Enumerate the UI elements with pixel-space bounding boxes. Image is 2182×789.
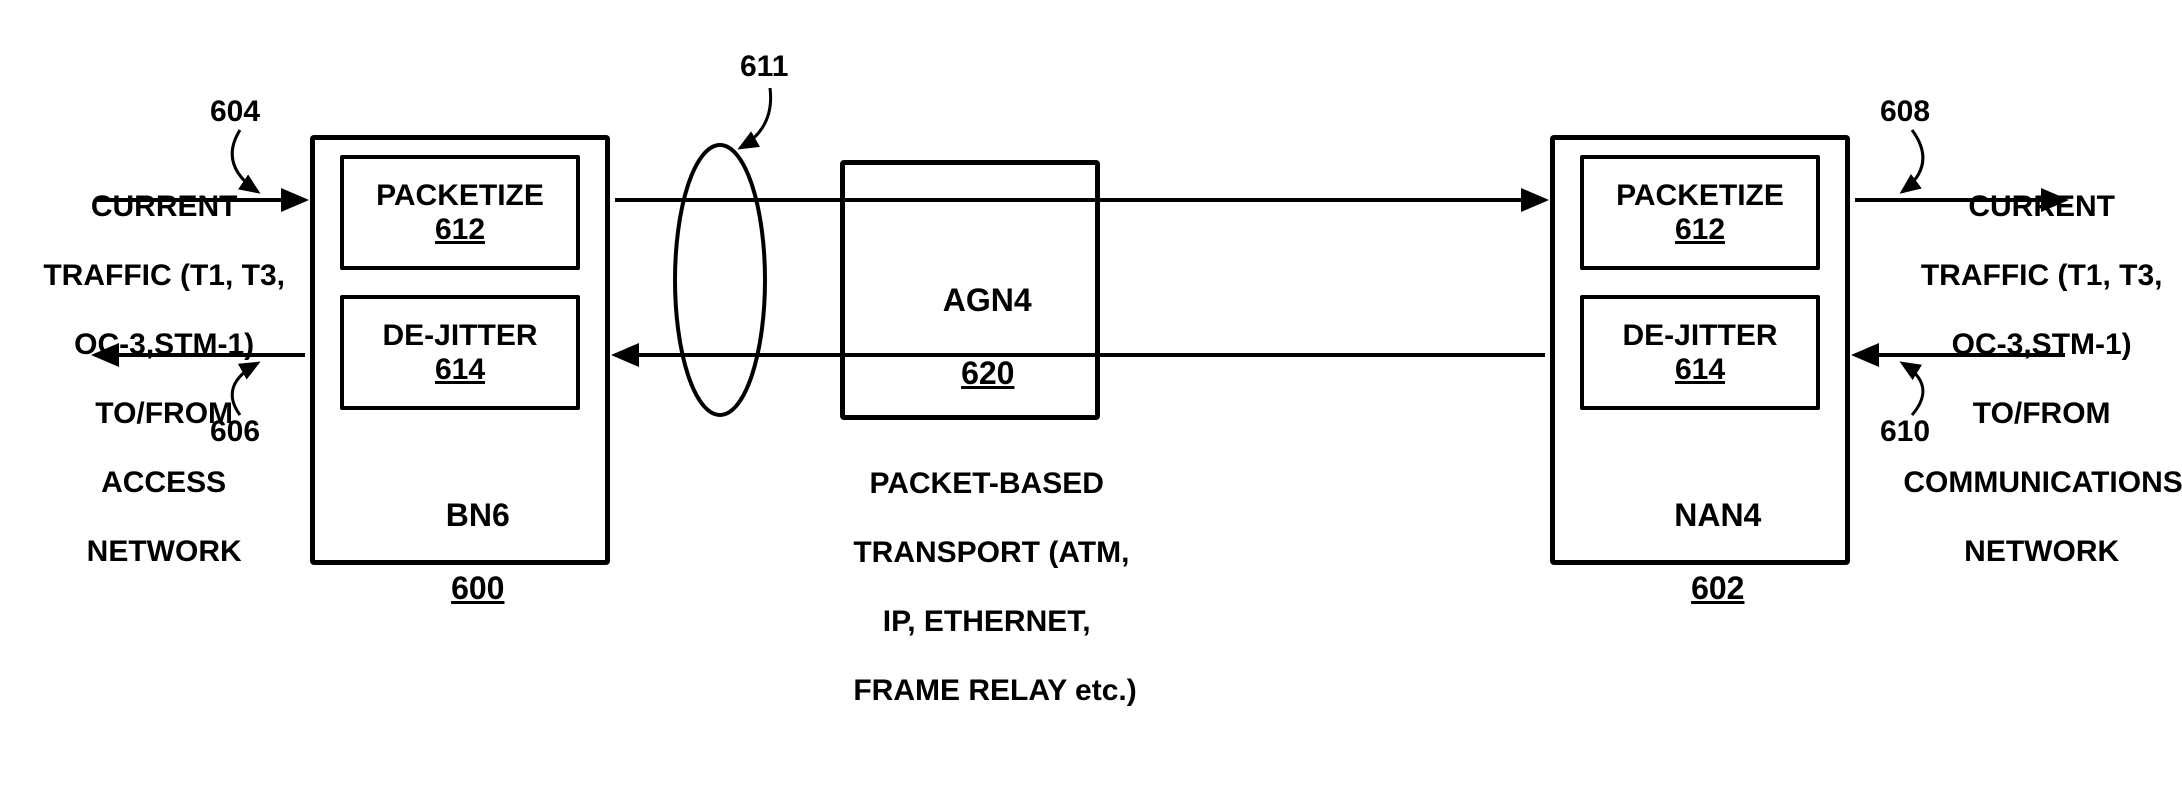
bn6-packetize-num: 612 bbox=[435, 213, 485, 247]
diagram-canvas: CURRENT TRAFFIC (T1, T3, OC-3,STM-1) TO/… bbox=[0, 0, 2182, 789]
ellipse-611 bbox=[675, 145, 765, 415]
agn4-subtitle: PACKET-BASED TRANSPORT (ATM, IP, ETHERNE… bbox=[820, 432, 1120, 743]
callout-604: 604 bbox=[210, 95, 260, 129]
callout-608: 608 bbox=[1880, 95, 1930, 129]
callout-611: 611 bbox=[740, 50, 788, 84]
nan4-dejitter-num: 614 bbox=[1675, 353, 1725, 387]
nan4-packetize: PACKETIZE 612 bbox=[1580, 155, 1820, 270]
callout-606: 606 bbox=[210, 415, 260, 449]
bn6-dejitter-label: DE-JITTER bbox=[382, 319, 537, 353]
nan4-dejitter: DE-JITTER 614 bbox=[1580, 295, 1820, 410]
bn6-dejitter-num: 614 bbox=[435, 353, 485, 387]
nan4-packetize-num: 612 bbox=[1675, 213, 1725, 247]
left-traffic-label: CURRENT TRAFFIC (T1, T3, OC-3,STM-1) TO/… bbox=[10, 155, 285, 604]
right-traffic-label: CURRENT TRAFFIC (T1, T3, OC-3,STM-1) TO/… bbox=[1870, 155, 2180, 604]
bn6-dejitter: DE-JITTER 614 bbox=[340, 295, 580, 410]
bn6-packetize-label: PACKETIZE bbox=[376, 179, 544, 213]
nan4-packetize-label: PACKETIZE bbox=[1616, 179, 1784, 213]
bn6-title: BN6 600 bbox=[310, 460, 610, 644]
nan4-dejitter-label: DE-JITTER bbox=[1622, 319, 1777, 353]
bn6-packetize: PACKETIZE 612 bbox=[340, 155, 580, 270]
nan4-title: NAN4 602 bbox=[1550, 460, 1850, 644]
leader-611 bbox=[740, 88, 771, 148]
agn4-title: AGN4 620 bbox=[840, 245, 1100, 429]
callout-610: 610 bbox=[1880, 415, 1930, 449]
